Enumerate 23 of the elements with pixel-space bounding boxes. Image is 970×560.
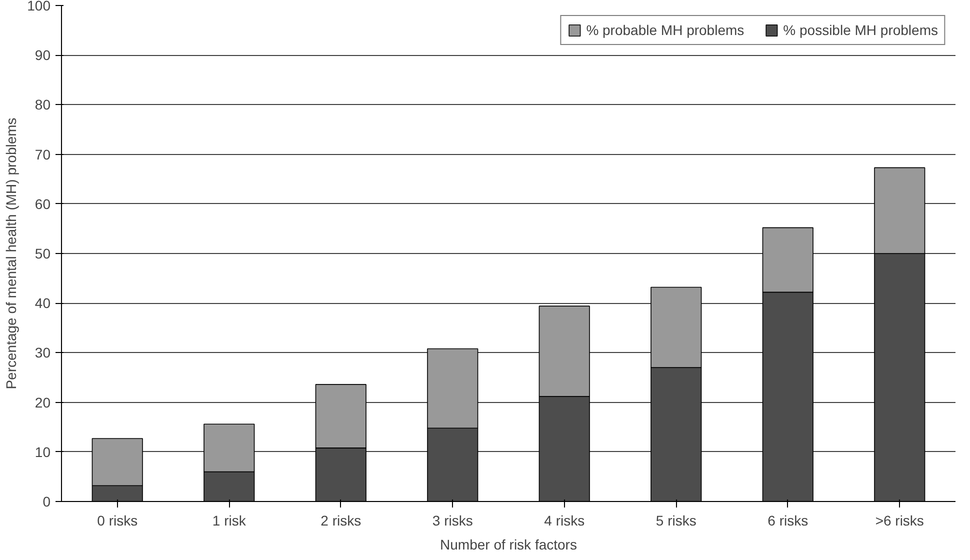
x-tick-label: 0 risks — [97, 512, 138, 528]
x-tick-label: 1 risk — [212, 512, 247, 528]
y-tick-label: 60 — [34, 196, 51, 212]
y-tick-label: 100 — [27, 0, 51, 14]
y-tick-label: 20 — [34, 394, 51, 410]
x-tick-label: >6 risks — [875, 512, 924, 528]
y-tick-label: 90 — [34, 47, 51, 64]
x-tick-label: 4 risks — [544, 512, 585, 528]
legend-label: % possible MH problems — [783, 22, 938, 38]
y-tick-label: 10 — [34, 444, 51, 460]
y-tick-label: 30 — [34, 344, 51, 361]
x-tick-label: 3 risks — [432, 512, 473, 528]
y-tick-label: 0 — [42, 494, 51, 510]
y-tick-label: 40 — [34, 295, 51, 312]
y-tick-label: 70 — [34, 146, 51, 162]
x-tick-label: 6 risks — [768, 512, 808, 528]
x-axis-title: Number of risk factors — [440, 536, 577, 552]
x-tick-label: 5 risks — [656, 512, 696, 528]
x-tick-label: 2 risks — [320, 512, 362, 528]
y-tick-label: 80 — [34, 96, 51, 113]
y-tick-label: 50 — [34, 246, 51, 262]
y-axis-title: Percentage of mental health (MH) problems — [3, 118, 20, 390]
legend-label: % probable MH problems — [586, 22, 744, 38]
